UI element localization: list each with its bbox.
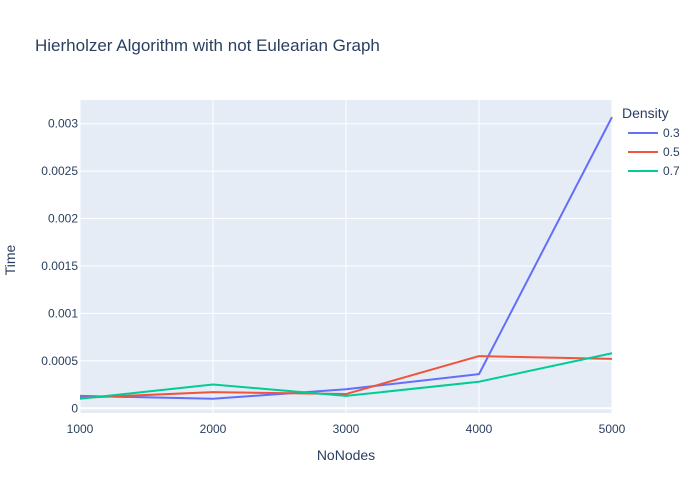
legend-label: 0.7 (663, 164, 680, 178)
y-tick-label: 0.001 (48, 306, 78, 320)
gridlines (79, 100, 613, 413)
y-tick-label: 0.003 (48, 117, 78, 131)
y-tick-label: 0.0015 (41, 259, 78, 273)
x-axis-ticks: 1000 2000 3000 4000 5000 (67, 422, 626, 436)
series-line-0-5[interactable] (79, 355, 613, 399)
series-lines (79, 116, 613, 400)
x-tick-label: 5000 (599, 422, 626, 436)
legend-label: 0.5 (663, 145, 680, 159)
x-tick-label: 3000 (333, 422, 360, 436)
legend-title: Density (622, 105, 669, 121)
legend[interactable]: Density 0.3 0.5 0.7 (622, 105, 680, 178)
series-line-0-7[interactable] (79, 352, 613, 400)
chart-title: Hierholzer Algorithm with not Eulearian … (35, 36, 380, 55)
x-axis-title: NoNodes (317, 447, 375, 463)
legend-label: 0.3 (663, 126, 680, 140)
y-axis-ticks: 0 0.0005 0.001 0.0015 0.002 0.0025 0.003 (41, 117, 78, 416)
y-tick-label: 0.0025 (41, 164, 78, 178)
legend-item-0-5[interactable]: 0.5 (628, 145, 680, 159)
y-tick-label: 0.0005 (41, 354, 78, 368)
y-tick-label: 0 (71, 401, 78, 415)
series-line-0-3[interactable] (79, 116, 613, 400)
y-axis-title: Time (2, 244, 18, 275)
x-tick-label: 2000 (200, 422, 227, 436)
legend-item-0-7[interactable]: 0.7 (628, 164, 680, 178)
x-tick-label: 1000 (67, 422, 94, 436)
x-tick-label: 4000 (466, 422, 493, 436)
y-tick-label: 0.002 (48, 212, 78, 226)
legend-item-0-3[interactable]: 0.3 (628, 126, 680, 140)
